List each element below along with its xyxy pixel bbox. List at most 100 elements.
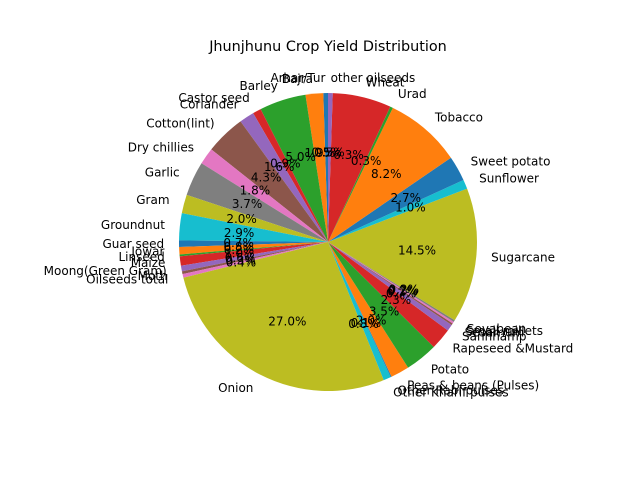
- pie-category-label-wheat: Wheat: [366, 75, 405, 89]
- pie-category-label-soyabean: Soyabean: [467, 322, 526, 336]
- pie-slice-oilseeds-total: [182, 242, 328, 278]
- pie-slice-other-rabi-pulses: [328, 242, 392, 378]
- pie-percent-label-sunflower: 1.0%: [395, 200, 426, 214]
- pie-percent-label-coriander: 1.6%: [264, 160, 295, 174]
- pie-percent-label-sugarcane: 14.5%: [398, 243, 436, 257]
- pie-category-label-gram: Gram: [136, 193, 169, 207]
- pie-percent-label-sannhamp: 0.7%: [386, 286, 417, 300]
- pie-slice-gram: [181, 194, 328, 242]
- pie-slice-sannhamp: [328, 242, 452, 331]
- pie-category-label-castor-seed: Castor seed: [178, 91, 249, 105]
- pie-slice-coriander: [240, 113, 328, 242]
- pie-percent-label-groundnut: 2.9%: [224, 226, 255, 240]
- pie-slice-sweet-potato: [328, 157, 464, 242]
- pie-category-label-potato: Potato: [431, 363, 469, 377]
- pie-slice-potato: [328, 242, 434, 368]
- pie-percent-label-potato: 3.5%: [369, 305, 400, 319]
- pie-slice-other-oilseeds: [328, 92, 333, 243]
- pie-category-label-sweet-potato: Sweet potato: [471, 154, 551, 168]
- pie-percent-label-other-oilseeds: 0.5%: [314, 146, 345, 160]
- pie-slice-urad: [328, 106, 393, 242]
- pie-slice-tobacco: [328, 107, 451, 242]
- pie-category-label-onion: Onion: [218, 381, 253, 395]
- pie-slice-guar-seed: [178, 240, 328, 247]
- pie-category-label-guar-seed: Guar seed: [102, 237, 164, 251]
- pie-slice-moth: [181, 242, 328, 275]
- pie-percent-labels: 0.5%1.9%5.0%0.9%1.6%4.3%1.8%3.7%2.0%2.9%…: [223, 146, 436, 331]
- pie-category-label-groundnut: Groundnut: [101, 218, 165, 232]
- pie-category-label-moong-green-gram: Moong(Green Gram): [44, 264, 167, 278]
- pie-category-label-maize: Maize: [131, 256, 166, 270]
- pie-percent-label-moth: 0.3%: [225, 253, 256, 267]
- pie-category-label-coriander: Coriander: [180, 98, 239, 112]
- pie-slice-onion: [183, 242, 384, 391]
- pie-percent-label-garlic: 3.7%: [232, 197, 263, 211]
- pie-category-label-tobacco: Tobacco: [434, 111, 483, 125]
- pie-category-label-moth: Moth: [138, 269, 168, 283]
- pie-wedges: [178, 92, 477, 391]
- pie-percent-label-other-rabi-pulses: 0.1%: [351, 316, 382, 330]
- pie-percent-label-arhar-tur: 0.5%: [311, 146, 342, 160]
- pie-percent-label-linseed: 0.2%: [224, 243, 255, 257]
- pie-category-label-other-oilseeds: other oilseeds: [331, 71, 416, 85]
- pie-category-label-dry-chillies: Dry chillies: [128, 141, 194, 155]
- pie-percent-label-maize: 1.0%: [224, 246, 255, 260]
- pie-percent-label-small-millets: 0.2%: [388, 283, 419, 297]
- pie-category-label-bajra: Bajra: [282, 72, 313, 86]
- pie-slice-sugarcane: [328, 188, 477, 321]
- pie-slice-soyabean: [328, 242, 455, 322]
- pie-slice-sunflower: [328, 179, 468, 242]
- pie-percent-label-cotton-lint: 4.3%: [251, 170, 282, 184]
- pie-percent-label-jowar: 0.8%: [224, 240, 255, 254]
- pie-percent-label-tobacco: 8.2%: [371, 167, 402, 181]
- pie-slice-groundnut: [179, 213, 328, 242]
- pie-percent-label-sesamum: 0.2%: [387, 284, 418, 298]
- pie-percent-label-gram: 2.0%: [226, 212, 257, 226]
- pie-category-label-other-kharif-pulses: Other Kharif pulses: [393, 385, 508, 399]
- chart-title: Jhunjhunu Crop Yield Distribution: [208, 39, 447, 55]
- pie-category-label-urad: Urad: [398, 87, 427, 101]
- pie-percent-label-oilseeds-total: 0.4%: [226, 255, 257, 269]
- pie-category-label-sugarcane: Sugarcane: [491, 250, 555, 264]
- pie-category-label-peas-beans-pulses: Peas & beans (Pulses): [407, 379, 539, 393]
- pie-category-label-sunflower: Sunflower: [479, 172, 539, 186]
- pie-category-label-oilseeds-total: Oilseeds total: [86, 272, 168, 286]
- pie-slice-bajra: [305, 93, 328, 242]
- pie-category-label-cotton-lint: Cotton(lint): [146, 117, 214, 131]
- pie-category-label-jowar: Jowar: [130, 245, 164, 259]
- pie-percent-label-other-kharif-pulses: 0.8%: [348, 317, 379, 331]
- pie-percent-label-wheat: 6.3%: [333, 148, 364, 162]
- pie-slice-other-kharif-pulses: [328, 242, 391, 381]
- pie-slice-arhar-tur: [323, 92, 328, 243]
- pie-percent-label-castor-seed: 0.9%: [270, 156, 301, 170]
- pie-percent-label-onion: 27.0%: [268, 315, 306, 329]
- pie-category-label-arhar-tur: Arhar/Tur: [270, 71, 325, 85]
- pie-percent-label-moong-green-gram: 0.6%: [225, 251, 256, 265]
- pie-slice-garlic: [186, 163, 328, 242]
- pie-percent-label-dry-chillies: 1.8%: [240, 184, 271, 198]
- pie-category-label-sesamum: Sesamum: [465, 325, 525, 339]
- pie-category-label-small-millets: Small millets: [466, 324, 543, 338]
- pie-percent-label-peas-beans-pulses: 2.0%: [356, 313, 387, 327]
- pie-slice-maize: [179, 242, 328, 266]
- pie-percent-label-guar-seed: 0.7%: [223, 236, 254, 250]
- pie-slice-castor-seed: [253, 109, 328, 242]
- pie-percent-label-sweet-potato: 2.7%: [391, 191, 422, 205]
- pie-slice-small-millets: [328, 242, 454, 324]
- pie-percent-label-barley: 5.0%: [285, 150, 316, 164]
- pie-category-label-rapeseed-mustard: Rapeseed &Mustard: [452, 342, 573, 356]
- pie-percent-label-rapeseed-mustard: 2.3%: [381, 293, 412, 307]
- pie-percent-label-bajra: 1.9%: [305, 146, 336, 160]
- pie-slice-moong-green-gram: [180, 242, 328, 272]
- pie-slice-rapeseed-mustard: [328, 242, 448, 347]
- pie-category-label-garlic: Garlic: [145, 165, 180, 179]
- pie-slice-cotton-lint: [211, 121, 328, 242]
- pie-slice-linseed: [179, 242, 328, 257]
- pie-percent-label-soyabean: 0.2%: [389, 282, 420, 296]
- pie-slice-peas-beans-pulses: [328, 242, 409, 377]
- pie-slice-dry-chillies: [201, 149, 328, 242]
- pie-category-label-other-rabi-pulses: Other Rabi pulses: [397, 383, 504, 397]
- pie-category-label-barley: Barley: [240, 79, 278, 93]
